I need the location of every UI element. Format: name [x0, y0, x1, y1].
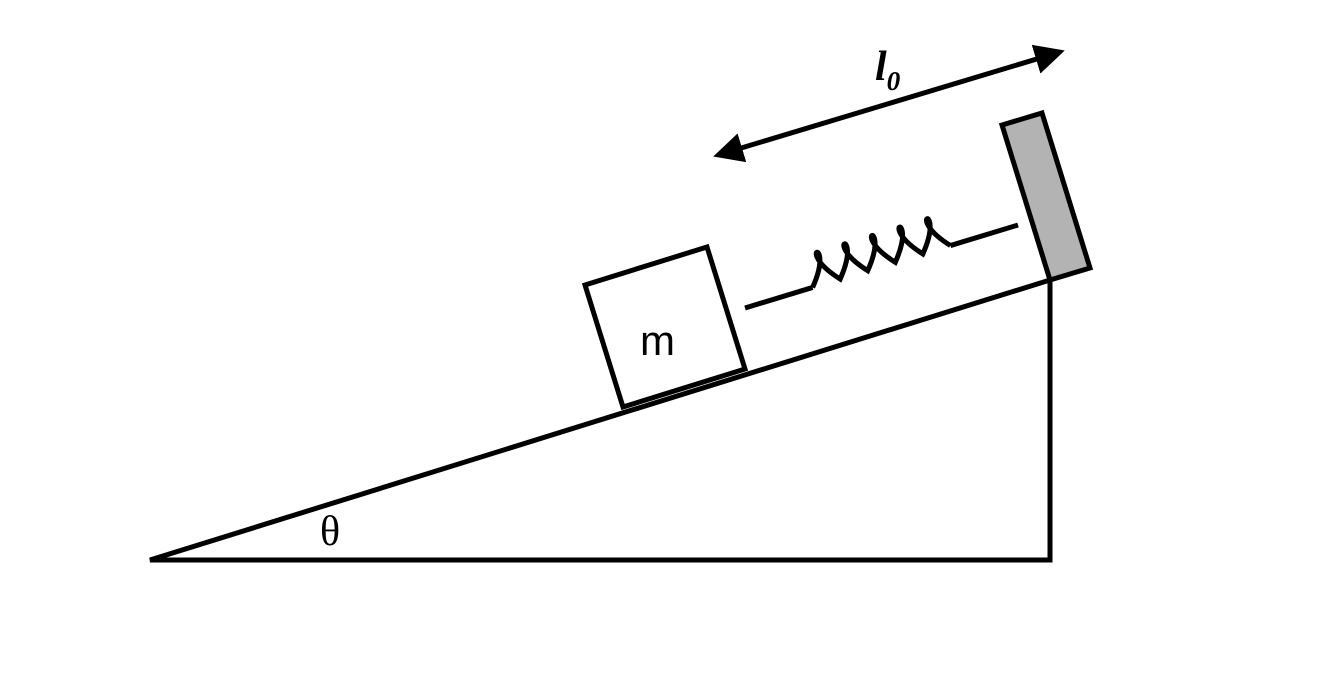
physics-diagram: θ m l0 — [0, 0, 1318, 694]
mass-label: m — [640, 317, 675, 364]
angle-label: θ — [320, 509, 340, 555]
length-label: l0 — [875, 44, 901, 96]
spring-coils — [813, 219, 951, 288]
wall-block — [1002, 113, 1090, 280]
spring-wire-right — [950, 225, 1018, 246]
spring-wire-left — [745, 287, 813, 308]
